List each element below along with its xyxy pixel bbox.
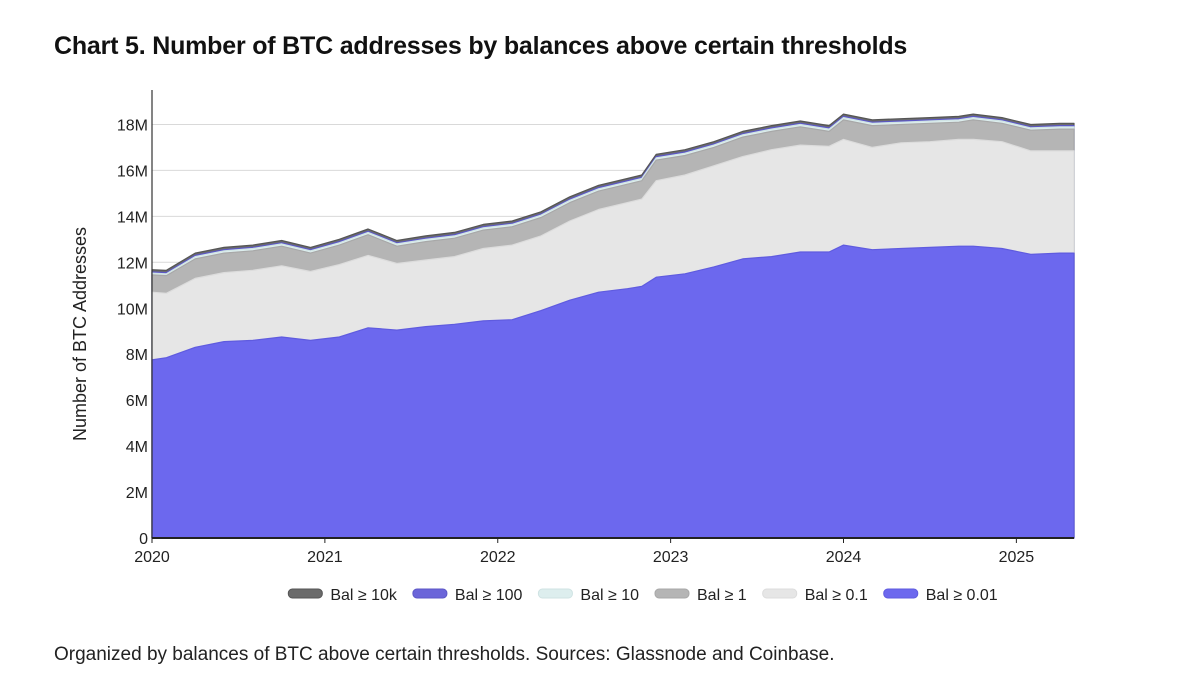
legend-item-bal-gte-10k: Bal ≥ 10k	[287, 587, 398, 604]
axes: 0 2M 4M 6M 8M 10M 12M 14M 16M 18M 2020 2021 2022 2023…	[70, 90, 1074, 566]
legend-swatch	[883, 588, 919, 599]
x-tick-label: 2020	[134, 549, 170, 566]
legend-swatch	[537, 588, 573, 599]
chart-title: Chart 5. Number of BTC addresses by bala…	[54, 32, 908, 60]
y-tick-label: 14M	[117, 209, 148, 226]
legend-swatch	[654, 588, 690, 599]
y-tick-label: 0	[139, 531, 148, 548]
legend-item-bal-gte-0-1: Bal ≥ 0.1	[762, 587, 868, 604]
y-tick-label: 12M	[117, 255, 148, 272]
legend-swatch	[762, 588, 798, 599]
legend-item-bal-gte-10: Bal ≥ 10	[537, 587, 639, 604]
legend-item-bal-gte-100: Bal ≥ 100	[412, 587, 523, 604]
series-areas	[151, 113, 1075, 539]
chart-caption: Organized by balances of BTC above certa…	[54, 644, 835, 665]
x-tick-label: 2021	[307, 549, 343, 566]
y-tick-label: 16M	[117, 163, 148, 180]
x-tick-label: 2024	[826, 549, 862, 566]
y-tick-label: 4M	[126, 439, 148, 456]
y-tick-label: 18M	[117, 117, 148, 134]
series-area-bal-gte-0-01	[151, 244, 1075, 539]
y-tick-label: 2M	[126, 485, 148, 502]
legend-label: Bal ≥ 100	[455, 587, 523, 604]
legend-label: Bal ≥ 1	[697, 587, 747, 604]
legend-label: Bal ≥ 10k	[330, 587, 398, 604]
y-axis-label: Number of BTC Addresses	[70, 227, 90, 441]
legend-item-bal-gte-0-01: Bal ≥ 0.01	[883, 587, 998, 604]
legend-label: Bal ≥ 10	[580, 587, 639, 604]
legend-item-bal-gte-1: Bal ≥ 1	[654, 587, 747, 604]
y-tick-label: 8M	[126, 347, 148, 364]
y-tick-label: 6M	[126, 393, 148, 410]
x-tick-label: 2022	[480, 549, 516, 566]
legend: Bal ≥ 10k Bal ≥ 100 Bal ≥ 10 Bal ≥ 1 Bal ≥ 0…	[287, 587, 998, 604]
x-tick-label: 2023	[653, 549, 689, 566]
y-tick-label: 10M	[117, 301, 148, 318]
legend-swatch	[412, 588, 448, 599]
legend-label: Bal ≥ 0.01	[926, 587, 998, 604]
legend-label: Bal ≥ 0.1	[805, 587, 868, 604]
legend-swatch	[287, 588, 323, 599]
x-tick-label: 2025	[999, 549, 1035, 566]
